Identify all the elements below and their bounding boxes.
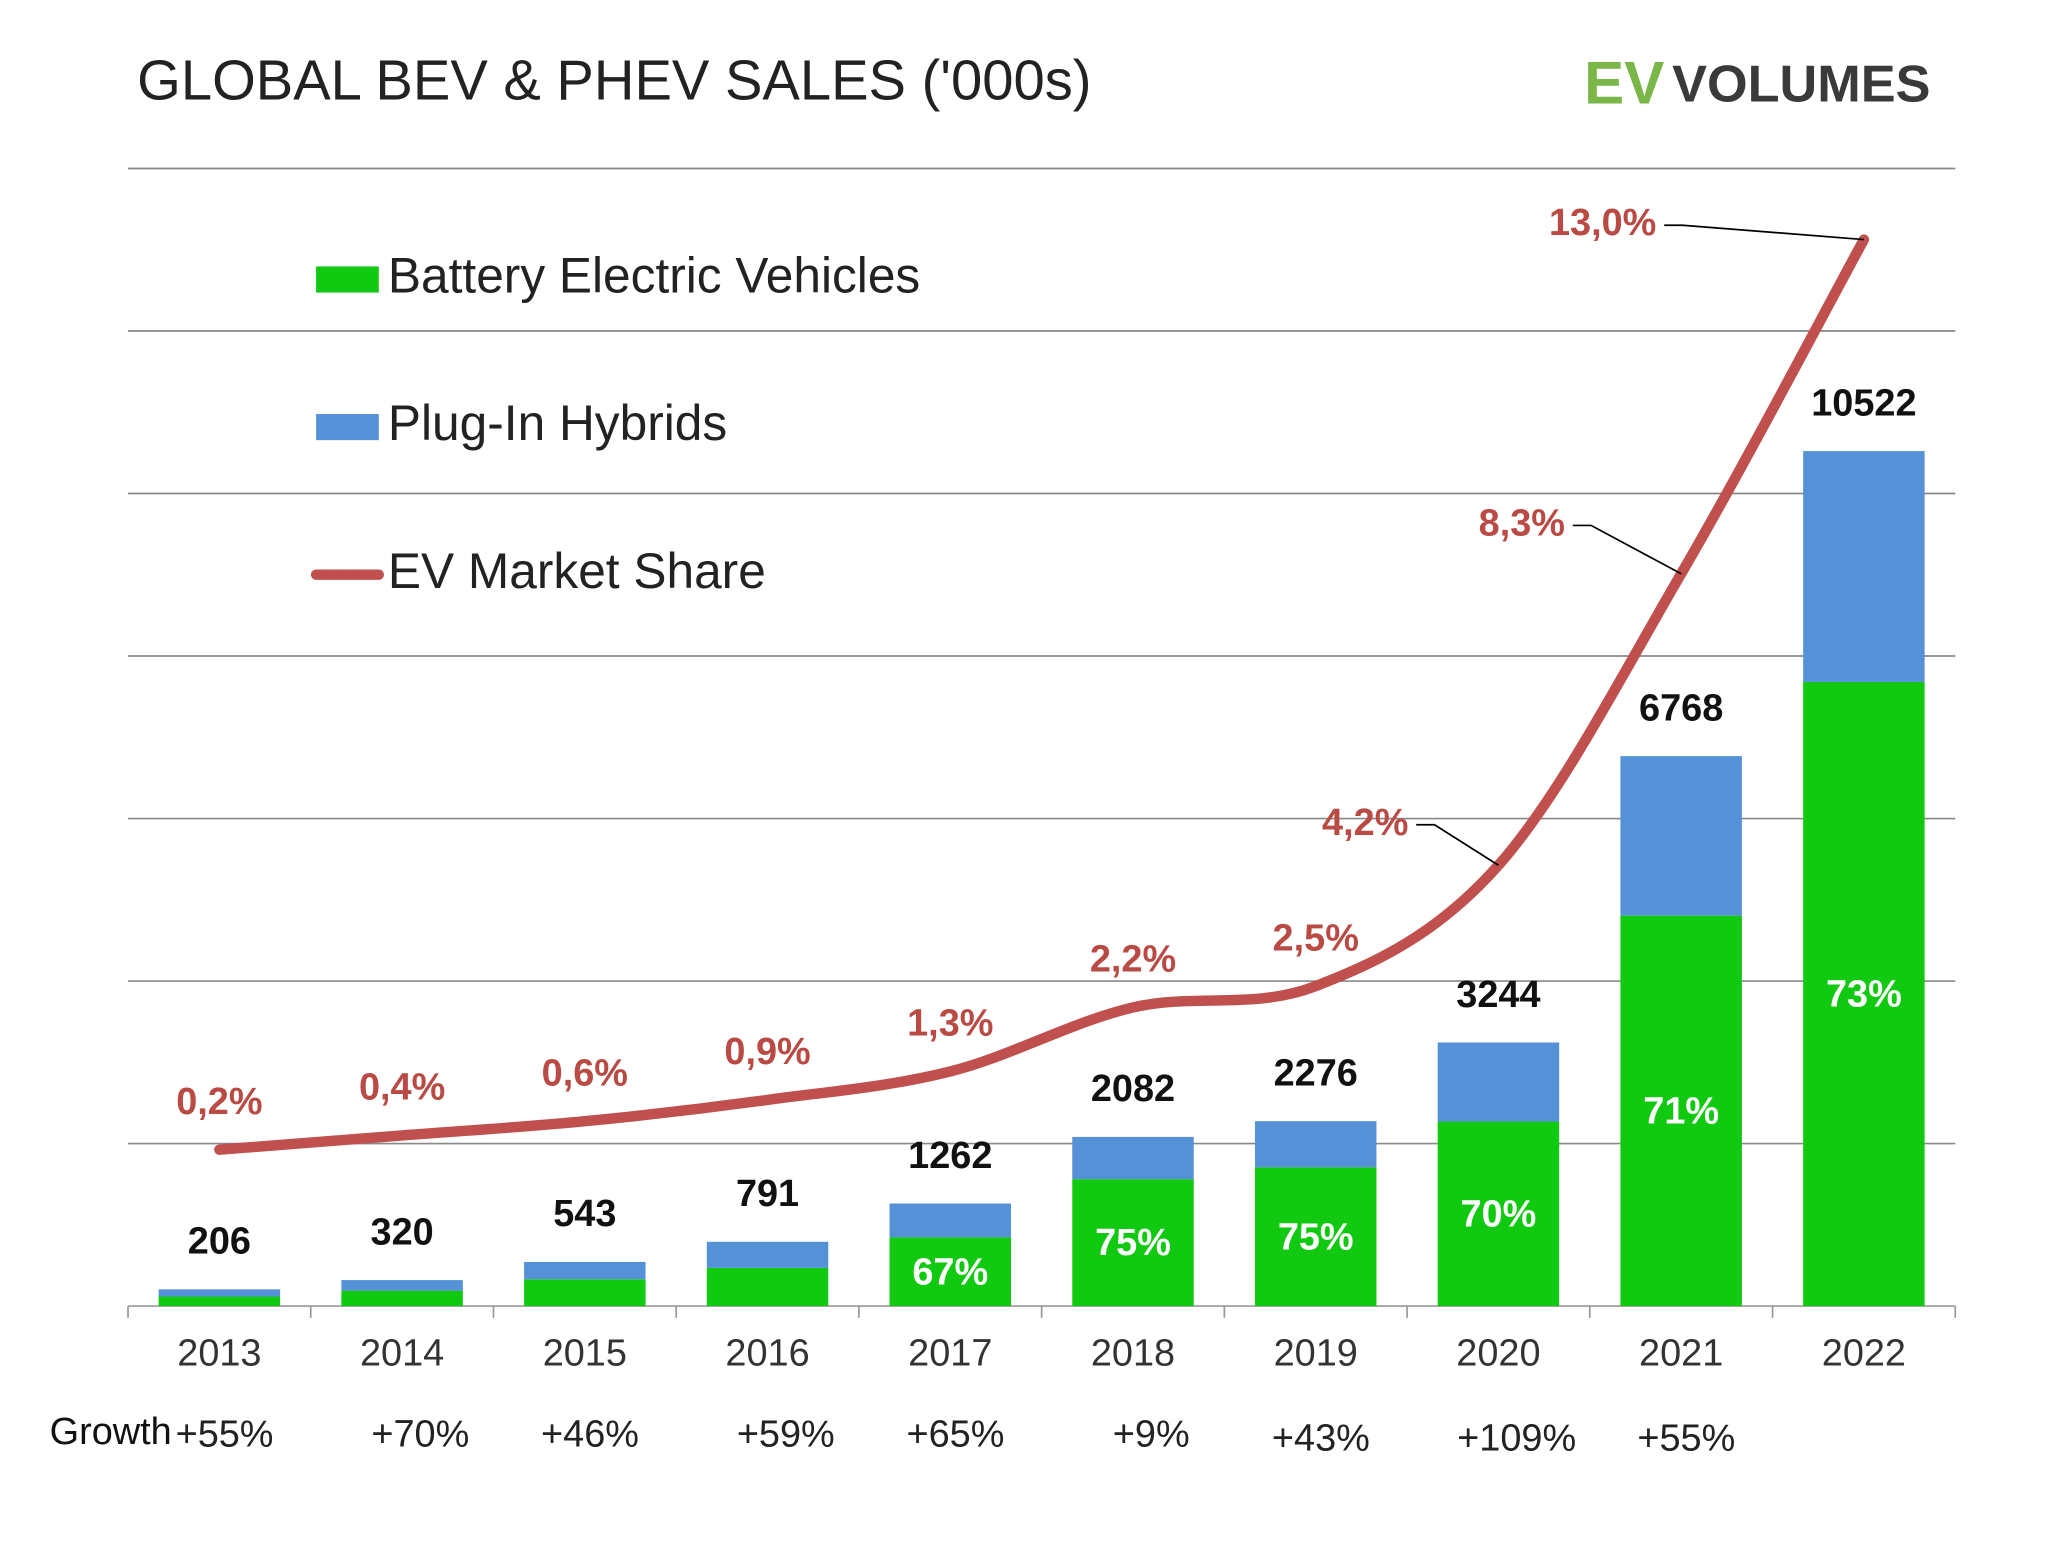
logo-ev: EV [1584,49,1664,116]
bar-share-label: 71% [1643,1090,1719,1132]
x-tick-label: 2018 [1091,1333,1175,1375]
share-label: 8,3% [1479,502,1565,544]
bar-share-label: 75% [1278,1216,1354,1258]
legend-label: EV Market Share [388,543,766,599]
bar-segment [1620,915,1742,1307]
leader-line [1416,823,1499,866]
bar-segment [341,1280,463,1291]
bar-segment [341,1290,463,1307]
total-label: 791 [736,1173,799,1215]
x-tick-label: 2015 [543,1333,627,1375]
total-label: 3244 [1456,974,1540,1016]
growth-value: +55% [176,1414,274,1456]
share-label: 0,9% [724,1031,810,1073]
logo: EV VOLUMES [1584,49,1930,116]
total-label: 543 [553,1193,616,1235]
bar-segment [889,1237,1012,1307]
total-label: 320 [371,1211,434,1253]
bar-segment [1437,1042,1560,1122]
bar-segment [158,1289,281,1297]
bar-segment [706,1267,829,1307]
total-label: 1262 [908,1135,992,1177]
legend-label: Battery Electric Vehicles [388,248,920,304]
x-tick-label: 2022 [1822,1333,1906,1375]
share-label: 13,0% [1549,202,1656,244]
growth-value: +59% [737,1414,835,1456]
bar-segment [1072,1179,1194,1307]
bar-share-label: 73% [1826,974,1902,1016]
share-label: 0,2% [176,1081,262,1123]
total-label: 2276 [1274,1052,1358,1094]
total-label: 2082 [1091,1068,1175,1110]
share-label: 2,5% [1273,917,1359,959]
growth-label: Growth [50,1411,172,1453]
bar-segment [1254,1167,1377,1307]
growth-value: +46% [541,1414,639,1456]
bar-share-label: 70% [1461,1193,1537,1235]
share-line [214,234,1870,1155]
x-tick-label: 2013 [177,1333,261,1375]
bar-segment [1437,1121,1560,1307]
leader-line [1664,224,1864,241]
growth-value: +65% [906,1414,1004,1456]
share-label: 0,4% [359,1067,445,1109]
legend-swatch [316,414,379,441]
bar-segment [1620,756,1742,916]
share-label: 4,2% [1322,802,1408,844]
bar-segment [158,1296,281,1307]
x-tick-label: 2020 [1456,1333,1540,1375]
growth-value: +55% [1637,1418,1735,1460]
total-label: 206 [188,1221,251,1263]
bar-share-label: 67% [912,1251,988,1293]
bar-segment [524,1279,646,1307]
x-tick-label: 2017 [908,1333,992,1375]
x-tick-label: 2021 [1639,1333,1723,1375]
bar-segment [1803,681,1925,1307]
x-tick-label: 2019 [1274,1333,1358,1375]
bar-segment [889,1203,1012,1238]
bar-segment [1072,1136,1194,1180]
bar-segment [706,1241,829,1268]
growth-value: +9% [1113,1414,1190,1456]
x-tick-label: 2016 [725,1333,809,1375]
bar-segment [1803,451,1925,682]
legend-swatch [316,266,379,293]
leader-line [1572,524,1682,575]
x-tick-label: 2014 [360,1333,444,1375]
chart-title: GLOBAL BEV & PHEV SALES ('000s) [137,49,1091,112]
total-label: 6768 [1639,687,1723,729]
legend-label: Plug-In Hybrids [388,395,727,451]
bar-segment [1254,1121,1377,1168]
bar-segment [524,1261,646,1280]
share-label: 2,2% [1090,939,1176,981]
growth-value: +70% [371,1414,469,1456]
bar-share-label: 75% [1095,1222,1171,1264]
share-label: 0,6% [542,1053,628,1095]
growth-value: +109% [1457,1418,1576,1460]
logo-volumes: VOLUMES [1672,55,1930,113]
total-label: 10522 [1811,382,1916,424]
growth-value: +43% [1272,1418,1370,1460]
share-label: 1,3% [907,1003,993,1045]
